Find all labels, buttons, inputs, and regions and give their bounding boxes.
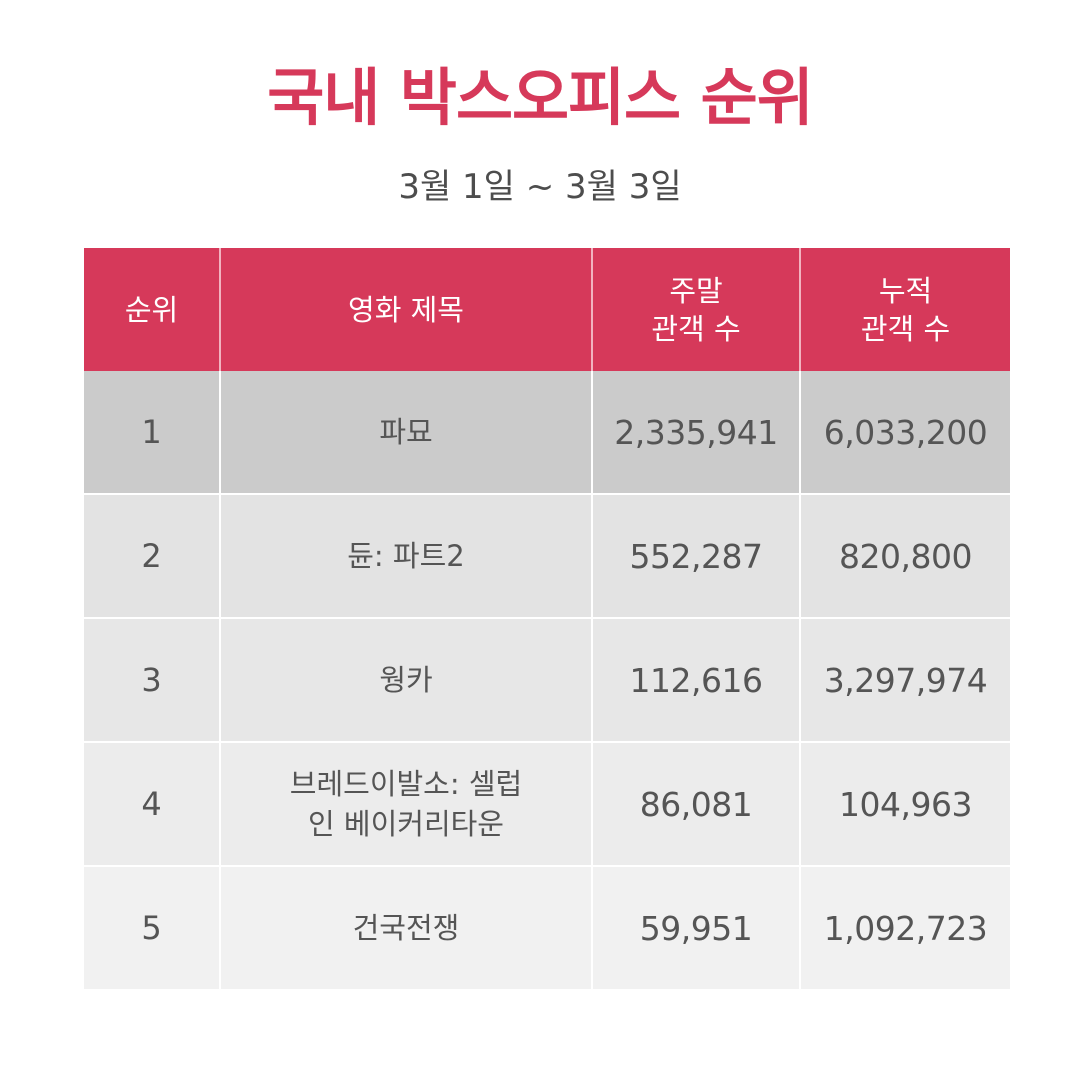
header-movie-title: 영화 제목: [220, 248, 593, 371]
header-rank: 순위: [84, 248, 221, 371]
weekend-audience-cell: 552,287: [592, 494, 801, 619]
total-audience-cell: 1,092,723: [800, 866, 1010, 991]
total-audience-cell: 820,800: [800, 494, 1010, 619]
movie-title-line2: 인 베이커리타운: [308, 807, 504, 841]
rank-cell: 3: [84, 618, 221, 743]
box-office-table: 순위 영화 제목 주말 관객 수 누적 관객 수 1 파묘 2,335,941 …: [84, 248, 1010, 991]
movie-title-cell: 웡카: [220, 618, 593, 743]
movie-title-cell: 건국전쟁: [220, 866, 593, 991]
movie-title-line1: 건국전쟁: [352, 911, 460, 945]
rank-cell: 4: [84, 742, 221, 867]
movie-title-line1: 브레드이발소: 셀럽: [289, 767, 523, 801]
header-weekend-line1: 주말: [669, 273, 723, 308]
header-total-line1: 누적: [878, 273, 933, 308]
table-row: 2 듄: 파트2 552,287 820,800: [84, 494, 1010, 619]
movie-title-line1: 듄: 파트2: [347, 539, 465, 573]
total-audience-cell: 6,033,200: [800, 371, 1010, 495]
rank-cell: 2: [84, 494, 221, 619]
movie-title-line1: 파묘: [379, 415, 433, 449]
rank-cell: 5: [84, 866, 221, 991]
movie-title-cell: 파묘: [220, 371, 593, 495]
header-weekend-audience: 주말 관객 수: [592, 248, 801, 371]
header-weekend-line2: 관객 수: [651, 311, 741, 346]
page-title: 국내 박스오피스 순위: [267, 61, 814, 134]
weekend-audience-cell: 59,951: [592, 866, 801, 991]
weekend-audience-cell: 112,616: [592, 618, 801, 743]
weekend-audience-cell: 86,081: [592, 742, 801, 867]
table-header-row: 순위 영화 제목 주말 관객 수 누적 관객 수: [84, 248, 1010, 371]
movie-title-line1: 웡카: [379, 663, 433, 697]
movie-title-cell: 브레드이발소: 셀럽 인 베이커리타운: [220, 742, 593, 867]
header-total-line2: 관객 수: [860, 311, 951, 346]
table-row: 1 파묘 2,335,941 6,033,200: [84, 371, 1010, 495]
rank-cell: 1: [84, 371, 221, 495]
date-range: 3월 1일 ~ 3월 3일: [398, 167, 682, 207]
table-row: 4 브레드이발소: 셀럽 인 베이커리타운 86,081 104,963: [84, 742, 1010, 867]
weekend-audience-cell: 2,335,941: [592, 371, 801, 495]
header-total-audience: 누적 관객 수: [800, 248, 1010, 371]
total-audience-cell: 3,297,974: [800, 618, 1010, 743]
total-audience-cell: 104,963: [800, 742, 1010, 867]
table-row: 3 웡카 112,616 3,297,974: [84, 618, 1010, 743]
table-row: 5 건국전쟁 59,951 1,092,723: [84, 866, 1010, 991]
movie-title-cell: 듄: 파트2: [220, 494, 593, 619]
